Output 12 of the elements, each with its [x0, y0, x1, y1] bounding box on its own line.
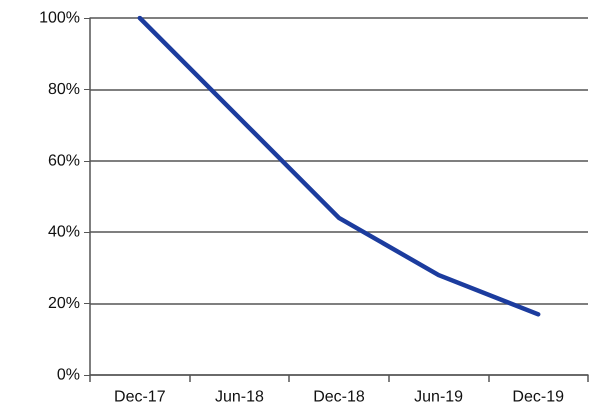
x-tick-label: Jun-19: [414, 388, 464, 406]
y-tick-label: 60%: [48, 152, 80, 170]
y-tick-label: 40%: [48, 224, 80, 241]
y-tick-label: 20%: [48, 295, 80, 312]
y-tick-label: 80%: [48, 80, 80, 98]
y-tick-label: 100%: [39, 10, 80, 26]
y-tick-label: 0%: [56, 366, 80, 384]
x-tick-label: Jun-18: [214, 388, 264, 406]
x-tick-label: Dec-18: [313, 388, 365, 406]
x-tick-label: Dec-19: [512, 388, 564, 406]
line-series: [138, 16, 540, 317]
x-tick-label: Dec-17: [114, 388, 166, 406]
